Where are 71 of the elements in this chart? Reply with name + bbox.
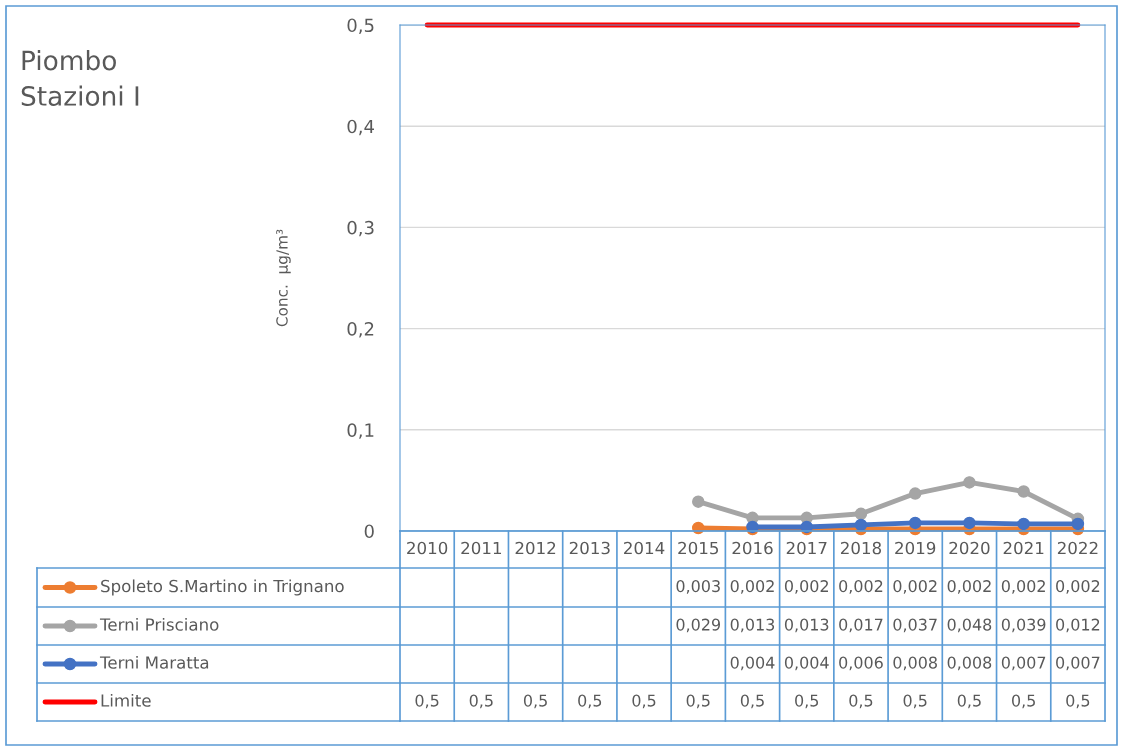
x-tick-label: 2013: [569, 541, 610, 555]
point: [963, 476, 976, 489]
y-tick-label: 0,5: [347, 18, 374, 34]
x-tick-label: 2011: [461, 541, 502, 555]
point: [1017, 485, 1030, 498]
data-label: 0,003: [676, 580, 720, 594]
data-label: 0,5: [632, 694, 656, 709]
text: Piombo Stazioni I: [21, 50, 139, 106]
point: [908, 516, 922, 530]
x-tick-label: 2010: [407, 541, 448, 555]
legend-label: Terni Prisciano: [99, 617, 219, 631]
data-label: 0,039: [1001, 618, 1046, 633]
y-tick-label: 0,3: [347, 220, 374, 237]
data-label: 0,002: [839, 580, 883, 594]
point: [963, 516, 976, 530]
data-label: 0,008: [893, 656, 937, 671]
point: [854, 507, 868, 521]
data-label: 0,5: [1066, 694, 1090, 709]
data-label: 0,048: [947, 618, 992, 633]
x-tick-label: 2016: [732, 541, 773, 555]
x-tick-label: 2017: [786, 541, 827, 555]
y-axis-title: Conc. µg/m³: [276, 229, 291, 327]
data-label: 0,5: [686, 694, 710, 709]
data-label: 0,012: [1056, 618, 1100, 633]
data-label: 0,5: [578, 694, 602, 709]
x-tick-label: 2019: [895, 541, 936, 555]
legend-label: Spoleto S.Martino in Trignano: [101, 579, 344, 596]
data-label: 0,007: [1001, 656, 1046, 671]
data-label: 0,5: [795, 694, 819, 709]
point: [854, 518, 868, 532]
data-label: 0,029: [676, 618, 721, 633]
data-label: 0,002: [784, 580, 828, 594]
data-label: 0,013: [784, 618, 829, 633]
data-label: 0,5: [849, 694, 873, 709]
data-label: 0,5: [523, 694, 547, 709]
x-tick-label: 2020: [949, 541, 990, 555]
data-label: 0,5: [903, 694, 927, 709]
y-tick-label: 0,1: [347, 423, 374, 439]
data-label: 0,5: [957, 694, 981, 709]
y-tick-label: 0,4: [347, 119, 374, 136]
data-label: 0,004: [730, 656, 775, 671]
legend-label: Limite: [101, 693, 151, 707]
data-label: 0,006: [839, 656, 883, 671]
x-tick-label: 2018: [840, 541, 882, 555]
point: [908, 487, 922, 500]
x-tick-label: 2012: [515, 541, 556, 555]
data-label: 0,037: [893, 618, 937, 633]
point: [1071, 517, 1085, 531]
x-tick-label: 2014: [624, 541, 665, 555]
data-label: 0,008: [947, 656, 992, 671]
data-label: 0,002: [947, 580, 991, 594]
y-tick-label: 0: [364, 524, 374, 539]
data-label: 0,002: [730, 580, 774, 594]
data-label: 0,5: [1012, 694, 1035, 709]
data-label: 0,004: [784, 656, 829, 671]
data-label: 0,002: [1001, 580, 1045, 594]
data-label: 0,002: [1056, 580, 1100, 594]
data-label: 0,5: [740, 694, 764, 709]
data-label: 0,002: [893, 580, 937, 594]
point: [692, 495, 705, 508]
data-label: 0,017: [839, 618, 883, 633]
point: [1017, 517, 1030, 531]
data-label: 0,013: [730, 618, 775, 633]
x-tick-label: 2021: [1003, 541, 1044, 555]
x-tick-label: 2015: [678, 541, 719, 555]
data-label: 0,5: [415, 694, 439, 709]
data-label: 0,007: [1056, 656, 1100, 671]
y-tick-label: 0,2: [347, 322, 374, 338]
x-tick-label: 2022: [1057, 541, 1098, 555]
legend-label: Terni Maratta: [99, 655, 209, 669]
data-label: 0,5: [469, 694, 493, 709]
